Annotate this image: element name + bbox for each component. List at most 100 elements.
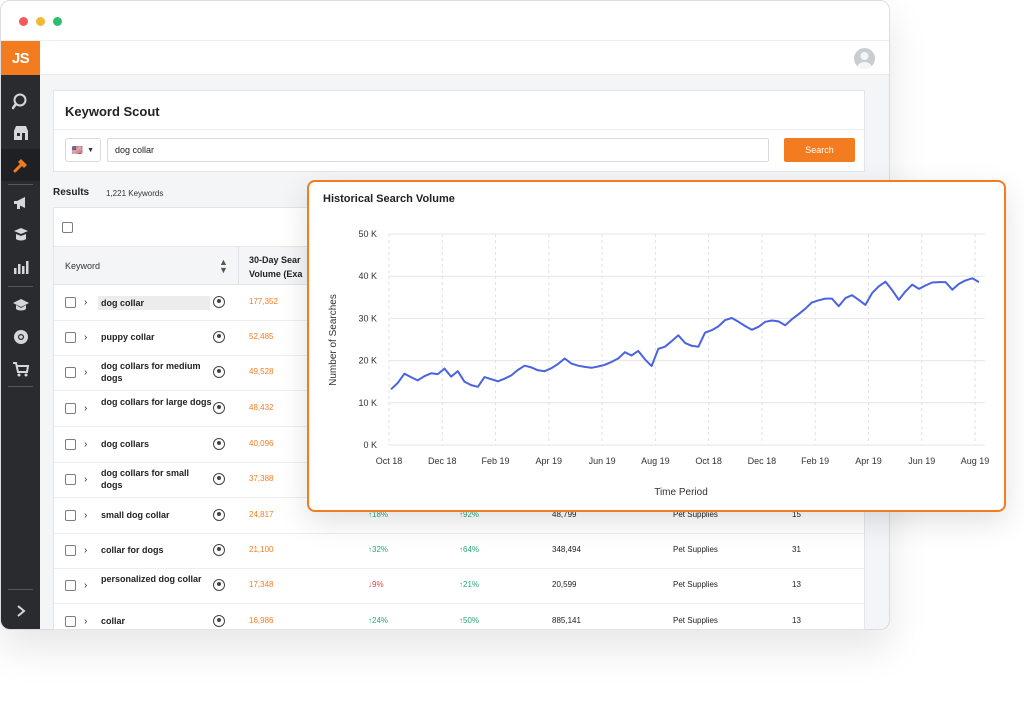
user-icon[interactable] <box>213 366 225 378</box>
keyword-cell[interactable]: dog collars for large dogs <box>101 397 212 407</box>
close-window-button[interactable] <box>19 17 28 26</box>
caret-down-icon: ▼ <box>87 146 95 154</box>
count-cell: 31 <box>792 545 801 554</box>
avatar[interactable] <box>854 48 875 69</box>
search-volume-cell: 37,388 <box>249 474 274 483</box>
tools-icon[interactable] <box>1 149 40 181</box>
row-checkbox[interactable] <box>65 439 76 450</box>
x-tick-label: Jun 19 <box>589 456 616 466</box>
keyword-cell[interactable]: small dog collar <box>101 510 170 520</box>
bar-chart-icon[interactable] <box>1 251 40 283</box>
search-icon[interactable] <box>1 85 40 117</box>
trend-cell: ↑18% <box>368 510 389 519</box>
row-checkbox[interactable] <box>65 297 76 308</box>
graduation-cap-icon[interactable] <box>1 289 40 321</box>
user-icon[interactable] <box>213 296 225 308</box>
user-icon[interactable] <box>213 438 225 450</box>
chevron-right-icon[interactable]: › <box>84 474 88 485</box>
keyword-cell[interactable]: collar <box>101 616 126 626</box>
user-icon[interactable] <box>213 509 225 521</box>
window-titlebar <box>1 1 889 41</box>
row-checkbox[interactable] <box>65 332 76 343</box>
megaphone-icon[interactable] <box>1 187 40 219</box>
column-divider <box>238 247 239 285</box>
row-checkbox[interactable] <box>65 580 76 591</box>
cart-icon[interactable] <box>1 353 40 385</box>
keyword-cell[interactable]: collar for dogs <box>101 545 164 555</box>
row-checkbox[interactable] <box>65 545 76 556</box>
chevron-right-icon[interactable]: › <box>84 403 88 414</box>
sidebar-divider <box>8 184 33 185</box>
row-checkbox[interactable] <box>65 403 76 414</box>
row-checkbox[interactable] <box>65 510 76 521</box>
user-icon[interactable] <box>213 544 225 556</box>
competing-products-cell: 20,599 <box>552 580 577 589</box>
category-cell: Pet Supplies <box>673 580 718 589</box>
y-tick-label: 30 K <box>358 313 377 323</box>
user-icon[interactable] <box>213 402 225 414</box>
keyword-cell[interactable]: dog collars for small dogs <box>101 468 190 490</box>
sidebar-divider <box>8 386 33 387</box>
country-select[interactable]: 🇺🇸 ▼ <box>65 138 101 162</box>
js-logo[interactable]: JS <box>1 41 40 75</box>
keyword-cell[interactable]: personalized dog collar <box>101 574 202 584</box>
user-icon[interactable] <box>213 615 225 627</box>
search-button[interactable]: Search <box>784 138 855 162</box>
user-icon[interactable] <box>213 473 225 485</box>
table-row[interactable]: › collar for dogs 21,100 ↑32% ↑64% 348,494 Pet… <box>54 533 864 569</box>
trend-cell: ↑64% <box>459 545 480 554</box>
keyword-cell[interactable]: dog collars <box>101 439 150 449</box>
volume-column-header[interactable]: 30-Day Sear Volume (Exa <box>249 253 302 281</box>
x-tick-label: Oct 18 <box>376 456 403 466</box>
chevron-right-icon[interactable]: › <box>84 510 88 521</box>
row-checkbox[interactable] <box>65 474 76 485</box>
x-tick-label: Apr 19 <box>855 456 882 466</box>
x-tick-label: Dec 18 <box>428 456 457 466</box>
volume-header-line: 30-Day Sear <box>249 255 301 265</box>
chevron-right-icon[interactable]: › <box>84 439 88 450</box>
table-row[interactable]: › personalized dog collar 17,348 ↓9% ↑21% 20,… <box>54 568 864 604</box>
keyword-cell[interactable]: puppy collar <box>101 332 155 342</box>
chevron-right-icon[interactable]: › <box>84 580 88 591</box>
maximize-window-button[interactable] <box>53 17 62 26</box>
count-cell: 13 <box>792 616 801 625</box>
keyword-cell[interactable]: dog collars for medium dogs <box>101 361 201 383</box>
academy-icon[interactable] <box>1 219 40 251</box>
y-tick-label: 50 K <box>358 229 377 239</box>
store-icon[interactable] <box>1 117 40 149</box>
y-tick-label: 40 K <box>358 271 377 281</box>
y-tick-label: 20 K <box>358 356 377 366</box>
x-tick-label: Apr 19 <box>536 456 563 466</box>
search-input[interactable] <box>107 138 769 162</box>
trend-cell: ↑50% <box>459 616 480 625</box>
chevron-right-icon[interactable]: › <box>84 332 88 343</box>
competing-products-cell: 348,494 <box>552 545 581 554</box>
keyword-cell[interactable]: dog collar <box>98 296 210 310</box>
page-title: Keyword Scout <box>65 104 160 119</box>
y-tick-label: 0 K <box>363 440 377 450</box>
chevron-right-icon[interactable]: › <box>84 616 88 627</box>
table-row[interactable]: › small dog collar 24,817 ↑18% ↑92% 48,799 Pet… <box>54 498 864 534</box>
category-cell: Pet Supplies <box>673 545 718 554</box>
search-volume-cell: 17,348 <box>249 580 274 589</box>
x-tick-label: Aug 19 <box>641 456 670 466</box>
chevron-right-icon[interactable]: › <box>84 367 88 378</box>
minimize-window-button[interactable] <box>36 17 45 26</box>
table-row[interactable]: › collar 16,986 ↑24% ↑50% 885,141 Pet Supplies… <box>54 604 864 629</box>
row-checkbox[interactable] <box>65 367 76 378</box>
chevron-right-icon[interactable]: › <box>84 297 88 308</box>
panel-divider <box>54 129 864 130</box>
chevron-right-icon[interactable]: › <box>84 545 88 556</box>
chrome-icon[interactable] <box>1 321 40 353</box>
user-icon[interactable] <box>213 331 225 343</box>
trend-cell: ↑21% <box>459 580 480 589</box>
volume-header-line: Volume (Exa <box>249 269 303 279</box>
search-volume-cell: 21,100 <box>249 545 274 554</box>
sort-icon[interactable]: ▲ ▼ <box>219 257 228 275</box>
expand-icon[interactable] <box>1 595 40 627</box>
count-cell: 15 <box>792 510 801 519</box>
select-all-checkbox[interactable] <box>62 222 73 233</box>
keyword-column-header[interactable]: Keyword <box>65 261 101 271</box>
user-icon[interactable] <box>213 579 225 591</box>
row-checkbox[interactable] <box>65 616 76 627</box>
